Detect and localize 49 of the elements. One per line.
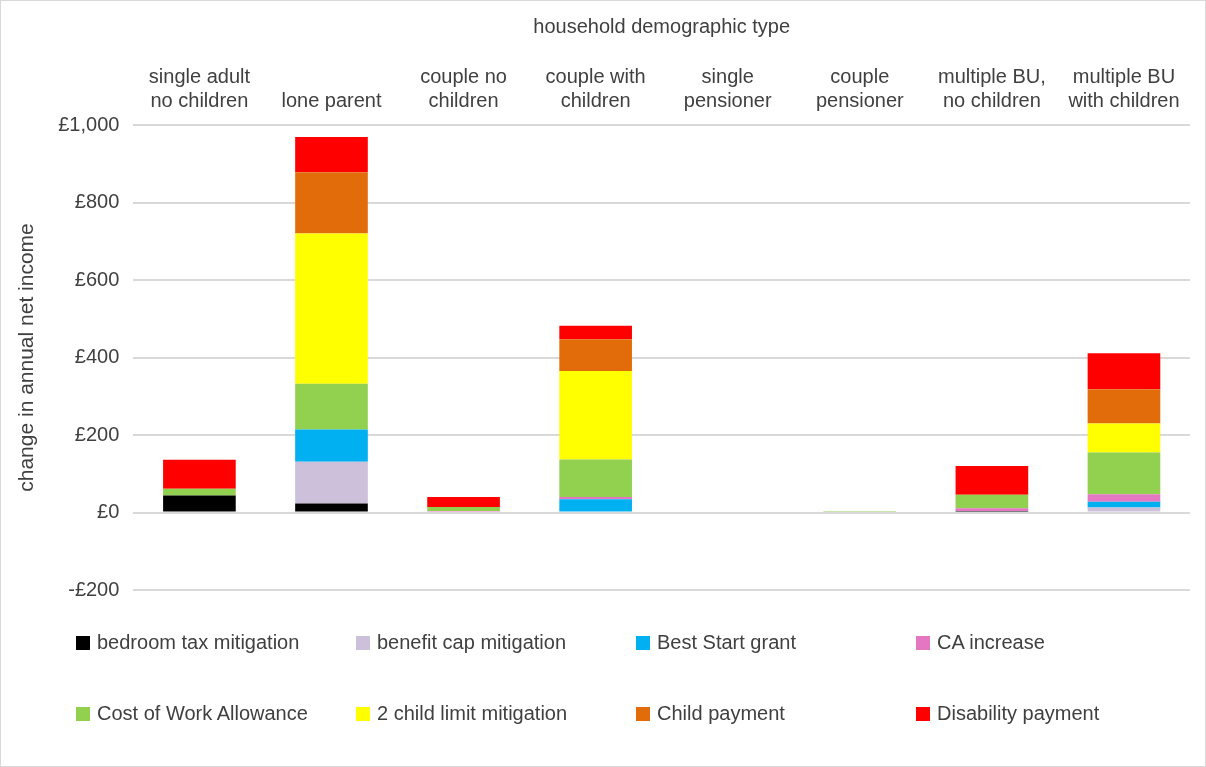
- bar: [163, 459, 236, 489]
- legend-label: benefit cap mitigation: [377, 631, 567, 654]
- bar: [559, 339, 632, 372]
- bar: [295, 233, 368, 384]
- x-tick-label: single adult no children: [148, 64, 251, 111]
- legend-label: 2 child limit mitigation: [377, 702, 568, 725]
- y-tick-label: £200: [74, 422, 120, 445]
- x-tick-label: couple no children: [420, 64, 507, 111]
- x-tick-label: couple pensioner: [815, 64, 905, 111]
- x-tick-label: multiple BU with children: [1067, 64, 1180, 111]
- bar: [955, 494, 1029, 509]
- bar: [1087, 353, 1161, 390]
- y-tick-label: £400: [74, 345, 120, 368]
- bar: [295, 503, 368, 512]
- legend-label: Cost of Work Allowance: [97, 702, 308, 725]
- bar: [559, 499, 632, 512]
- bar: [295, 172, 368, 234]
- bar: [295, 383, 368, 430]
- bar: [427, 497, 500, 508]
- bar: [295, 461, 368, 504]
- y-tick-label: £0: [97, 500, 120, 523]
- legend-label: Disability payment: [937, 702, 1100, 725]
- bar: [559, 459, 632, 497]
- legend-label: Best Start grant: [657, 631, 796, 654]
- bar: [163, 495, 236, 512]
- x-tick-label: couple with children: [545, 64, 646, 111]
- y-tick-label: £1,000: [58, 112, 120, 135]
- x-tick-label: single pensioner: [683, 64, 772, 111]
- bar: [559, 371, 632, 460]
- bar: [955, 466, 1029, 495]
- bar: [1087, 423, 1161, 453]
- legend-label: CA increase: [937, 631, 1045, 654]
- bar: [1087, 389, 1161, 424]
- bar: [559, 325, 632, 340]
- bar: [295, 429, 368, 462]
- x-axis-title: household demographic type: [533, 14, 791, 37]
- bar: [295, 137, 368, 173]
- bar: [1087, 507, 1161, 512]
- y-axis-title: change in annual net income: [14, 223, 38, 492]
- legend-label: Child payment: [657, 702, 785, 725]
- bar: [1087, 494, 1161, 502]
- x-tick-label: lone parent: [281, 88, 382, 111]
- y-tick-label: £600: [74, 267, 120, 290]
- x-tick-label: multiple BU, no children: [937, 64, 1046, 111]
- y-tick-label: £800: [74, 190, 120, 213]
- y-tick-label: -£200: [68, 577, 120, 600]
- legend-label: bedroom tax mitigation: [97, 631, 300, 654]
- bar: [163, 488, 236, 496]
- bar: [1087, 452, 1161, 495]
